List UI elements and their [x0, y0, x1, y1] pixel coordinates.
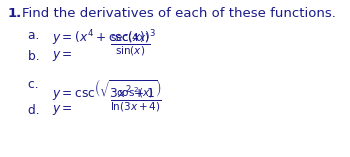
- Text: c.: c.: [28, 78, 46, 91]
- Text: $\dfrac{\mathrm{cos}^2(x)}{\mathrm{ln}(3x+4)}$: $\dfrac{\mathrm{cos}^2(x)}{\mathrm{ln}(3…: [110, 85, 162, 114]
- Text: $\dfrac{\mathrm{sec}(4x)}{\mathrm{sin}(x)}$: $\dfrac{\mathrm{sec}(4x)}{\mathrm{sin}(x…: [110, 32, 150, 58]
- Text: $y = \mathrm{csc}\left(\sqrt{3x^2+1}\right)$: $y = \mathrm{csc}\left(\sqrt{3x^2+1}\rig…: [52, 77, 162, 102]
- Text: $y = \left(x^4 + \mathrm{csc}(x)\right)^3$: $y = \left(x^4 + \mathrm{csc}(x)\right)^…: [52, 28, 156, 48]
- Text: d.: d.: [28, 104, 47, 117]
- Text: $y = $: $y = $: [52, 49, 73, 63]
- Text: 1.: 1.: [8, 7, 22, 20]
- Text: b.: b.: [28, 50, 47, 63]
- Text: Find the derivatives of each of these functions.: Find the derivatives of each of these fu…: [22, 7, 336, 20]
- Text: $y = $: $y = $: [52, 103, 73, 117]
- Text: a.: a.: [28, 29, 47, 42]
